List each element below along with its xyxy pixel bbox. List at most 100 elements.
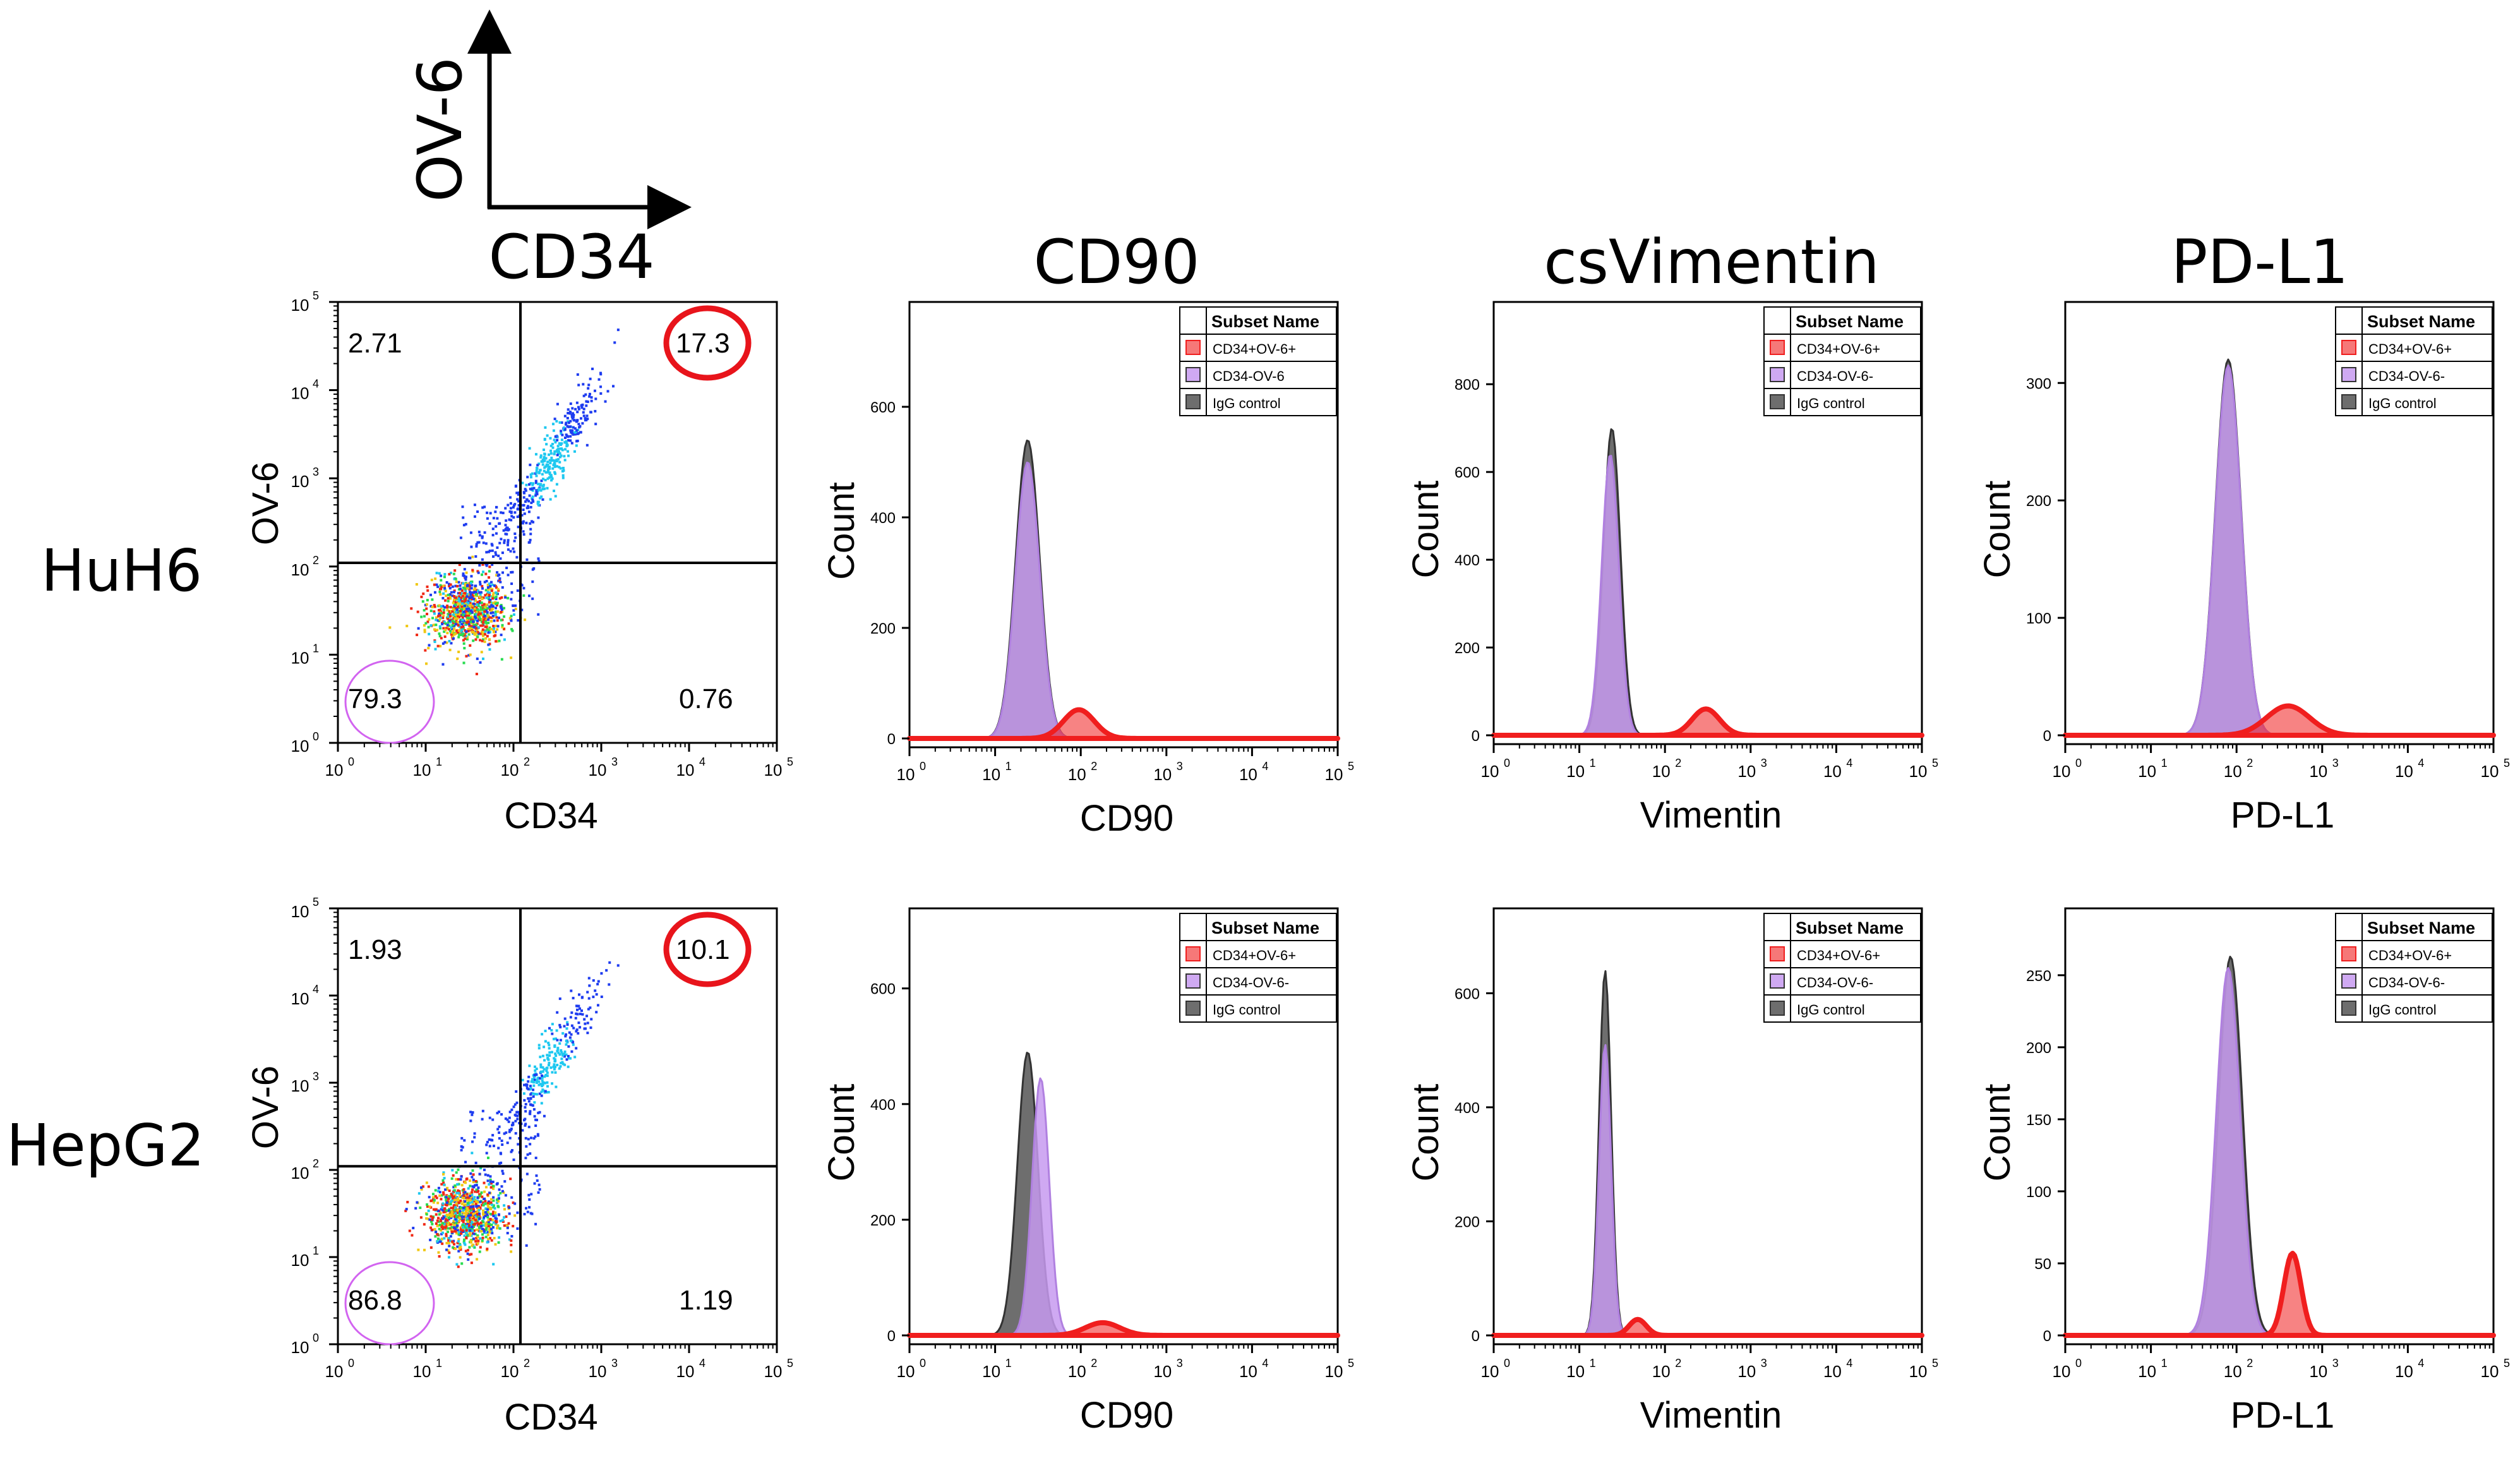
dotplot-hepg2-event [451, 1199, 454, 1202]
dotplot-huh6-event [490, 616, 493, 619]
dotplot-huh6-event [464, 637, 467, 641]
dotplot-hepg2-event [462, 1203, 465, 1207]
dotplot-hepg2-event [455, 1191, 459, 1195]
dotplot-huh6-event [594, 409, 597, 412]
dotplot-hepg2-event [473, 1246, 476, 1249]
dotplot-huh6-event [435, 583, 438, 586]
dotplot-huh6-event [491, 594, 495, 597]
dotplot-huh6-event [584, 419, 587, 422]
dotplot-hepg2-event [464, 1243, 467, 1246]
dotplot-hepg2-event [486, 1248, 489, 1251]
dotplot-huh6-event [536, 502, 539, 505]
dotplot-hepg2-event [548, 1051, 551, 1054]
dotplot-huh6-event [459, 603, 462, 606]
dotplot-huh6-event [453, 615, 457, 618]
histogram-huh6-pdl1-xtick-base: 10 [2481, 762, 2499, 781]
dotplot-huh6-event [580, 406, 584, 409]
dotplot-huh6-event [457, 629, 460, 632]
dotplot-hepg2-event [465, 1193, 469, 1196]
dotplot-hepg2-event [541, 1083, 544, 1087]
dotplot-huh6-event [470, 625, 473, 628]
histogram-huh6-csvimentin-xtick-base: 10 [1481, 762, 1499, 781]
dotplot-huh6-event [422, 592, 425, 595]
dotplot-huh6-event [504, 533, 507, 536]
histogram-huh6-pdl1-xtick-exp: 1 [2161, 757, 2168, 769]
dotplot-hepg2-event [461, 1211, 464, 1214]
dotplot-hepg2-event [546, 1056, 549, 1059]
dotplot-huh6-event [462, 597, 465, 600]
dotplot-huh6-event [435, 572, 438, 575]
dotplot-huh6-event [460, 599, 464, 603]
dotplot-huh6-event [472, 602, 475, 605]
dotplot-huh6-event [488, 648, 491, 651]
dotplot-hepg2-event [509, 1129, 512, 1132]
dotplot-huh6-event [471, 555, 474, 558]
dotplot-huh6-event [508, 496, 512, 499]
dotplot-huh6-event [462, 639, 465, 642]
histogram-hepg2-csvimentin-xtick-base: 10 [1909, 1362, 1928, 1381]
dotplot-hepg2-event [539, 1071, 543, 1074]
histogram-hepg2-cd90-legend-title: Subset Name [1211, 918, 1319, 937]
dotplot-huh6-event [447, 582, 450, 586]
dotplot-huh6-event [563, 441, 567, 444]
dotplot-hepg2-event [465, 1212, 468, 1215]
histogram-hepg2-csvimentin-series-cd34-ov-6- [1491, 1316, 1924, 1338]
dotplot-huh6-event [470, 545, 473, 548]
dotplot-hepg2-event [527, 1097, 530, 1100]
dotplot-huh6-event [479, 583, 482, 586]
dotplot-hepg2-event [579, 1007, 582, 1010]
dotplot-huh6-event [500, 603, 503, 606]
dotplot-hepg2-event [441, 1191, 445, 1194]
dotplot-huh6-event [510, 515, 513, 518]
dotplot-huh6-event [531, 483, 534, 486]
dotplot-huh6-event [541, 498, 544, 501]
dotplot-hepg2-event [515, 1101, 519, 1104]
dotplot-huh6-event [455, 632, 458, 635]
dotplot-huh6-event [443, 641, 447, 644]
dotplot-hepg2-event [479, 1206, 482, 1209]
dotplot-huh6-event [546, 469, 549, 472]
dotplot-hepg2-event [561, 1054, 565, 1057]
dotplot-hepg2-event [577, 1032, 580, 1035]
dotplot-huh6-event [462, 642, 465, 645]
histogram-hepg2-pdl1-ytick-label: 100 [2026, 1184, 2051, 1201]
dotplot-huh6-event [567, 408, 570, 411]
histogram-huh6-csvimentin-legend-entry: IgG control [1797, 395, 1865, 411]
dotplot-hepg2-event [538, 1092, 541, 1095]
dotplot-huh6-event [517, 619, 520, 622]
dotplot-huh6-event [513, 511, 517, 514]
dotplot-hepg2-event [442, 1225, 445, 1229]
dotplot-hepg2-event [516, 1114, 519, 1117]
histogram-huh6-csvimentin-ytick-label: 400 [1455, 552, 1480, 569]
dotplot-huh6-event [469, 600, 472, 603]
dotplot-hepg2-event [475, 1184, 478, 1187]
dotplot-hepg2-event [537, 1080, 541, 1083]
dotplot-hepg2-event [443, 1237, 446, 1240]
dotplot-hepg2-event [445, 1209, 448, 1212]
dotplot-huh6-event [447, 593, 450, 596]
dotplot-huh6-event [492, 629, 495, 632]
dotplot-huh6-event [460, 602, 464, 605]
dotplot-huh6-event [487, 588, 490, 591]
dotplot-hepg2-event [546, 1085, 549, 1088]
dotplot-huh6-event [431, 605, 434, 608]
dotplot-huh6-event [442, 608, 445, 611]
dotplot-hepg2-event [477, 1239, 480, 1243]
dotplot-huh6-event [447, 621, 450, 624]
histogram-hepg2-pdl1-xtick-base: 10 [2481, 1362, 2499, 1381]
dotplot-huh6-event [500, 608, 503, 611]
dotplot-huh6-event [440, 586, 443, 589]
dotplot-huh6-event [471, 581, 474, 584]
dotplot-huh6-event [474, 638, 477, 641]
dotplot-hepg2-event [584, 1022, 587, 1025]
dotplot-huh6-event [465, 608, 469, 611]
dotplot-huh6-event [452, 617, 455, 620]
dotplot-huh6-event [450, 591, 453, 594]
dotplot-huh6-event [438, 590, 441, 593]
dotplot-huh6-event [455, 613, 458, 617]
dotplot-hepg2-event [558, 1067, 561, 1070]
dotplot-hepg2-event [448, 1189, 451, 1192]
dotplot-huh6-event [529, 533, 532, 536]
